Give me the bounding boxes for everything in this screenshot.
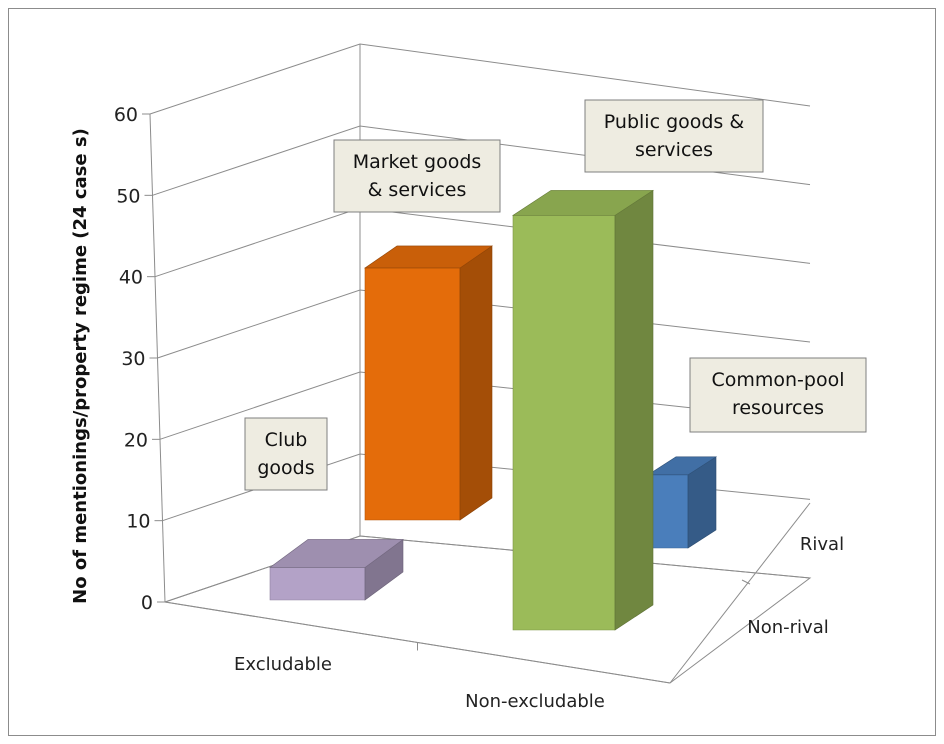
annotation-club-goods: Club goods (244, 417, 328, 491)
bar-market-goods-services (364, 245, 493, 521)
annotation-box (244, 417, 328, 491)
y-tick-label: 60 (114, 104, 138, 126)
x-category-label: Excludable (234, 654, 332, 675)
bars (269, 189, 718, 631)
y-tick-label: 20 (124, 429, 148, 451)
x-category-label: Non-excludable (465, 691, 605, 712)
annotation-box (333, 139, 501, 213)
depth-tick-mark (741, 579, 751, 585)
bar-common-pool-resources (646, 456, 718, 549)
bar-front-face (269, 567, 366, 601)
y-tick-label: 30 (121, 348, 145, 370)
axes: 0 10 20 30 40 50 60 Excludable Non-excludable Non… (70, 44, 844, 712)
depth-category-label: Non-rival (747, 617, 828, 638)
annotation-text: services (635, 139, 713, 161)
bar-top-face (364, 245, 493, 269)
y-tick-label: 50 (116, 185, 140, 207)
y-tick-label: 0 (141, 592, 153, 614)
annotation-common-pool-resources: Common-pool resources (689, 357, 867, 433)
bar-top-face (646, 456, 718, 476)
annotation-market-goods-services: Market goods & services (333, 139, 501, 213)
y-tick-label: 10 (126, 511, 150, 533)
annotation-public-goods-services: Public goods & services (584, 99, 764, 173)
bar-top-face (511, 190, 655, 216)
annotation-text: goods (257, 457, 314, 479)
bar-club-goods (269, 538, 404, 601)
y-tick-label: 40 (119, 267, 143, 289)
bar-front-face (512, 215, 616, 631)
depth-axis-line (669, 502, 811, 684)
bar-side-face (614, 189, 654, 631)
labels: Club goods Market goods & services Public go… (244, 99, 867, 491)
annotation-text: & services (368, 179, 467, 201)
bar-front-face (647, 474, 689, 549)
annotation-text: Market goods (353, 151, 482, 173)
y-axis-line (149, 113, 166, 603)
bar-side-face (459, 245, 493, 521)
y-axis-title: No of mentionings/property regime (24 ca… (70, 128, 91, 604)
bar-public-goods-services (511, 189, 655, 631)
gridline (164, 535, 811, 603)
annotation-box (584, 99, 764, 173)
annotation-box (689, 357, 867, 433)
bar-front-face (364, 267, 461, 521)
bar-top-face (269, 539, 404, 568)
annotation-text: resources (732, 397, 824, 419)
depth-category-label: Rival (800, 534, 844, 555)
annotation-text: Public goods & (604, 111, 745, 133)
annotation-text: Common-pool (711, 369, 844, 391)
annotation-text: Club (265, 429, 308, 451)
